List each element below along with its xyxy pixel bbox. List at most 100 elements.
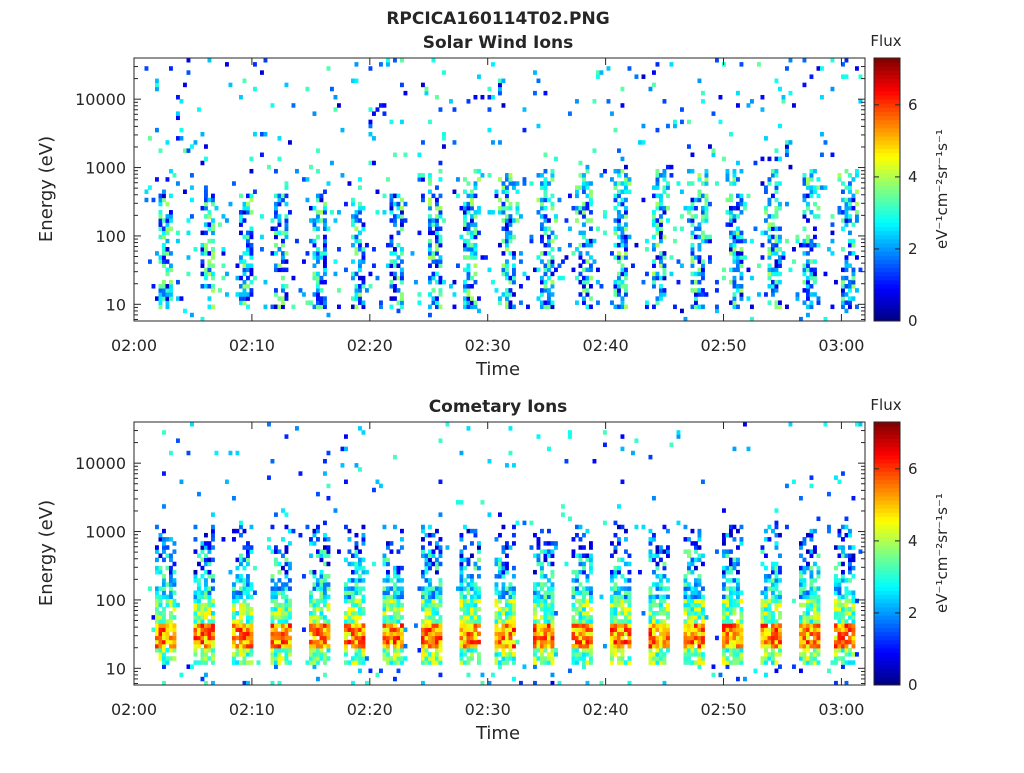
heatmap-cell <box>768 656 772 661</box>
heatmap-cell <box>285 599 289 604</box>
heatmap-cell <box>211 611 215 616</box>
heatmap-cell <box>533 533 537 538</box>
heatmap-cell <box>467 222 471 227</box>
heatmap-cell <box>460 558 464 563</box>
heatmap-cell <box>477 595 481 600</box>
heatmap-cell <box>439 623 443 628</box>
heatmap-cell <box>162 648 166 653</box>
heatmap-cell <box>327 607 331 612</box>
heatmap-cell <box>288 578 292 583</box>
heatmap-cell <box>358 599 362 604</box>
heatmap-cell <box>477 74 481 79</box>
heatmap-cell <box>733 578 737 583</box>
heatmap-cell <box>575 586 579 591</box>
heatmap-cell <box>852 640 856 645</box>
heatmap-cell <box>684 206 688 211</box>
heatmap-cell <box>729 268 733 273</box>
heatmap-cell <box>806 562 810 567</box>
heatmap-cell <box>260 214 264 219</box>
heatmap-cell <box>313 276 317 281</box>
heatmap-cell <box>817 586 821 591</box>
heatmap-cell <box>355 554 359 559</box>
heatmap-cell <box>274 644 278 649</box>
heatmap-cell <box>579 558 583 563</box>
heatmap-cell <box>575 611 579 616</box>
heatmap-cell <box>694 300 698 305</box>
heatmap-cell <box>838 627 842 632</box>
heatmap-cell <box>540 185 544 190</box>
heatmap-cell <box>232 611 236 616</box>
heatmap-cell <box>512 276 516 281</box>
heatmap-cell <box>351 615 355 620</box>
heatmap-cell <box>841 619 845 624</box>
heatmap-cell <box>764 218 768 223</box>
heatmap-cell <box>397 300 401 305</box>
heatmap-cell <box>477 632 481 637</box>
heatmap-cell <box>463 595 467 600</box>
heatmap-cell <box>551 590 555 595</box>
heatmap-cell <box>726 611 730 616</box>
heatmap-cell <box>561 259 565 264</box>
heatmap-cell <box>169 603 173 608</box>
heatmap-cell <box>246 640 250 645</box>
colorbar-segment <box>874 116 900 121</box>
heatmap-cell <box>649 599 653 604</box>
heatmap-cell <box>323 235 327 240</box>
heatmap-cell <box>694 627 698 632</box>
heatmap-cell <box>425 87 429 92</box>
heatmap-cell <box>460 656 464 661</box>
heatmap-cell <box>330 161 334 166</box>
heatmap-cell <box>537 640 541 645</box>
heatmap-cell <box>467 288 471 293</box>
heatmap-cell <box>470 619 474 624</box>
heatmap-cell <box>778 664 782 669</box>
heatmap-cell <box>810 300 814 305</box>
heatmap-cell <box>285 251 289 256</box>
heatmap-cell <box>288 623 292 628</box>
heatmap-cell <box>761 562 765 567</box>
heatmap-cell <box>243 272 247 277</box>
heatmap-cell <box>729 214 733 219</box>
heatmap-cell <box>810 607 814 612</box>
heatmap-cell <box>250 272 254 277</box>
heatmap-cell <box>715 280 719 285</box>
heatmap-cell <box>519 300 523 305</box>
heatmap-cell <box>169 574 173 579</box>
heatmap-cell <box>204 157 208 162</box>
heatmap-cell <box>617 632 621 637</box>
heatmap-cell <box>586 599 590 604</box>
heatmap-cell <box>309 239 313 244</box>
heatmap-cell <box>652 276 656 281</box>
heatmap-cell <box>425 562 429 567</box>
heatmap-cell <box>684 607 688 612</box>
heatmap-cell <box>239 578 243 583</box>
heatmap-cell <box>579 599 583 604</box>
heatmap-cell <box>533 615 537 620</box>
heatmap-cell <box>845 652 849 657</box>
heatmap-cell <box>246 611 250 616</box>
heatmap-cell <box>463 288 467 293</box>
heatmap-cell <box>204 268 208 273</box>
heatmap-cell <box>834 656 838 661</box>
heatmap-cell <box>579 632 583 637</box>
heatmap-cell <box>390 607 394 612</box>
heatmap-cell <box>509 177 513 182</box>
heatmap-cell <box>848 578 852 583</box>
heatmap-cell <box>474 648 478 653</box>
heatmap-cell <box>785 525 789 530</box>
heatmap-cell <box>355 541 359 546</box>
heatmap-cell <box>533 570 537 575</box>
heatmap-cell <box>841 656 845 661</box>
heatmap-cell <box>393 582 397 587</box>
heatmap-cell <box>852 194 856 199</box>
heatmap-cell <box>173 627 177 632</box>
colorbar-segment <box>874 305 900 310</box>
heatmap-cell <box>722 570 726 575</box>
heatmap-cell <box>617 210 621 215</box>
heatmap-cell <box>474 255 478 260</box>
heatmap-cell <box>768 574 772 579</box>
heatmap-cell <box>194 636 198 641</box>
heatmap-cell <box>659 582 663 587</box>
heatmap-cell <box>502 570 506 575</box>
